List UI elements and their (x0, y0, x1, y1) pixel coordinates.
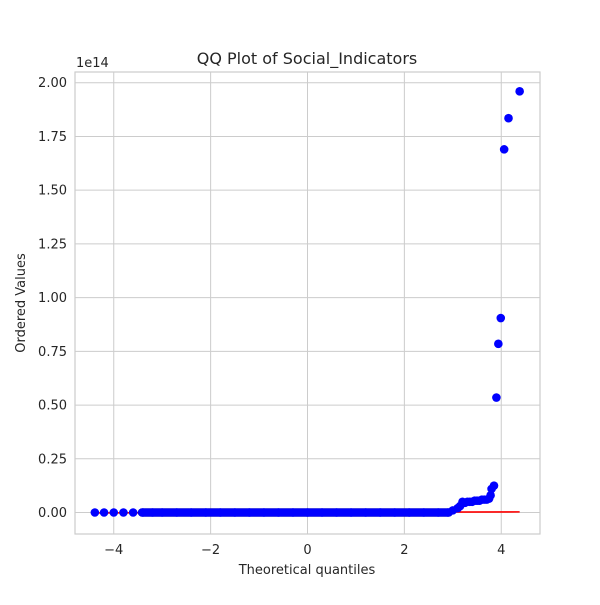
data-point (157, 508, 167, 517)
x-tick-label: −4 (104, 543, 123, 558)
data-point (489, 481, 499, 490)
data-point (515, 87, 524, 96)
data-point (201, 508, 211, 517)
y-tick-label: 1.50 (38, 184, 67, 199)
data-point (216, 508, 225, 517)
data-point (99, 508, 109, 517)
data-point (288, 508, 298, 517)
data-point (186, 508, 196, 517)
data-point (128, 508, 138, 517)
data-point (332, 508, 341, 517)
data-point (361, 508, 370, 517)
plot-frame (74, 71, 541, 535)
x-tick-label: 0 (303, 543, 311, 558)
data-point (433, 508, 443, 517)
data-point (375, 508, 385, 517)
data-point (259, 508, 269, 517)
data-point (148, 508, 157, 517)
y-tick-label: 1.75 (38, 130, 67, 145)
data-point (230, 508, 240, 517)
data-point (119, 508, 128, 517)
data-point (138, 508, 148, 517)
y-tick-label: 0.75 (38, 345, 67, 360)
data-point (499, 145, 509, 154)
data-point (172, 508, 182, 517)
data-point (486, 491, 495, 500)
grid-lines (75, 72, 540, 534)
y-tick-label: 2.00 (38, 76, 67, 91)
y-tick-label: 1.25 (38, 237, 67, 252)
x-tick-label: −2 (201, 543, 220, 558)
data-point (496, 313, 506, 323)
y-offset-label: 1e14 (76, 56, 109, 71)
data-point (90, 508, 100, 517)
data-point (274, 508, 283, 517)
data-point (390, 508, 399, 517)
tick-labels: −4 −2 0 2 4 0.00 0.25 0.50 0.75 1.00 1.25 1.50 1.75 2… (38, 76, 505, 558)
y-tick-label: 0.50 (38, 399, 67, 414)
data-point (419, 508, 429, 517)
x-axis-label: Theoretical quantiles (238, 563, 376, 578)
data-point (494, 339, 503, 349)
y-tick-label: 0.00 (38, 506, 67, 521)
data-point (346, 508, 356, 517)
y-tick-label: 1.00 (38, 291, 67, 306)
data-point (492, 393, 501, 402)
data-point (303, 508, 312, 517)
data-point (317, 508, 327, 517)
x-tick-label: 4 (497, 543, 505, 558)
y-axis-label: Ordered Values (14, 253, 29, 353)
y-tick-label: 0.25 (38, 452, 67, 467)
data-point (245, 508, 254, 517)
chart-title: QQ Plot of Social_Indicators (197, 49, 418, 69)
data-point (504, 113, 513, 123)
data-points (90, 87, 524, 517)
x-tick-label: 2 (400, 543, 408, 558)
data-point (404, 508, 414, 517)
data-point (109, 508, 119, 517)
